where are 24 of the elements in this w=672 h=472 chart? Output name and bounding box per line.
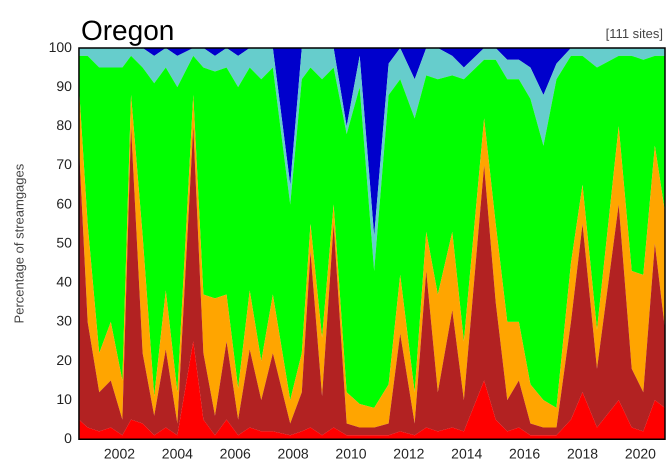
y-tick-label: 0: [64, 430, 72, 446]
y-tick-label: 10: [56, 390, 72, 407]
x-tick-label: 2018: [566, 445, 598, 462]
y-axis-title: Percentage of streamgages: [11, 163, 26, 324]
x-tick-label: 2008: [278, 445, 309, 462]
y-tick-label: 80: [56, 117, 72, 134]
x-tick-label: 2010: [335, 445, 367, 462]
x-tick-label: 2020: [624, 445, 656, 462]
x-tick-label: 2014: [451, 445, 483, 462]
y-tick-label: 100: [48, 38, 72, 55]
y-tick-label: 40: [56, 274, 72, 290]
y-tick-label: 60: [56, 195, 72, 212]
y-tick-label: 70: [56, 156, 72, 172]
x-tick-label: 2012: [393, 445, 425, 462]
y-tick-label: 90: [56, 78, 72, 94]
x-tick-label: 2004: [162, 445, 194, 462]
y-tick-label: 20: [56, 352, 72, 368]
y-tick-label: 30: [56, 312, 72, 329]
text: [111 sites]: [606, 26, 663, 41]
x-tick-label: 2002: [104, 445, 136, 462]
x-tick-label: 2006: [220, 445, 252, 462]
chart-title: Oregon: [80, 15, 174, 46]
y-tick-label: 50: [56, 234, 72, 250]
x-tick-label: 2016: [509, 445, 540, 462]
